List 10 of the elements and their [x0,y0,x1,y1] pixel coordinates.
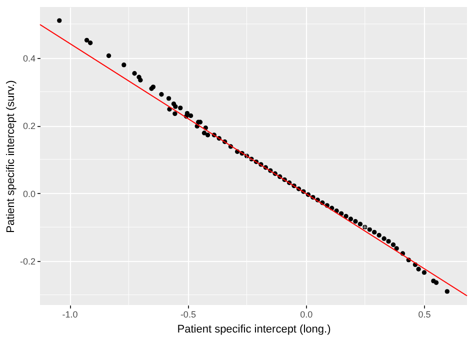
y-tick-label: 0.2 [22,121,36,132]
x-tick-label: -1.0 [62,310,78,320]
x-tick-label: 0.5 [418,310,431,320]
x-axis-title: Patient specific intercept (long.) [177,324,331,336]
y-axis-title: Patient specific intercept (surv.) [4,80,17,233]
y-tick-label: -0.2 [20,256,36,266]
x-tick-label: -0.5 [180,310,196,320]
y-tick-label: 0.4 [22,53,36,64]
x-tick-label: 0.0 [300,310,313,320]
y-tick-label: 0.0 [22,188,36,199]
